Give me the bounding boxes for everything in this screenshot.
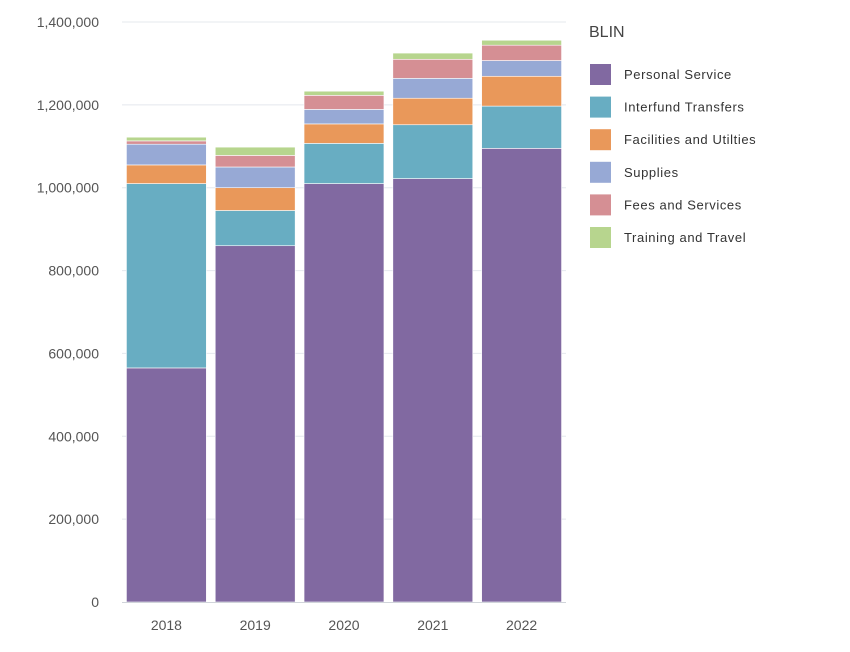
legend-label: Supplies: [624, 165, 679, 180]
bar-segment: [481, 148, 562, 603]
bar-segment: [303, 109, 385, 125]
y-tick-label: 200,000: [48, 511, 99, 527]
y-tick-label: 1,200,000: [37, 97, 99, 113]
bar-segment: [392, 178, 474, 603]
y-tick-label: 0: [91, 594, 99, 610]
bar-segment: [303, 143, 385, 184]
bar-segment: [214, 155, 296, 168]
bar-segment: [214, 187, 296, 211]
legend-swatch: [590, 64, 611, 85]
legend-swatch: [590, 194, 611, 216]
legend-label: Facilities and Utilties: [624, 132, 756, 147]
legend-swatch: [590, 161, 611, 183]
bar-segment: [392, 78, 474, 99]
y-tick-label: 1,400,000: [37, 14, 99, 30]
bar-segment: [481, 105, 562, 149]
bar-segment: [481, 60, 562, 77]
bar-segment: [126, 367, 207, 603]
bars: [126, 39, 562, 603]
bar-segment: [481, 39, 562, 46]
bar-segment: [303, 95, 385, 110]
legend-label: Training and Travel: [624, 230, 746, 245]
bar-segment: [392, 58, 474, 79]
bar-segment: [481, 75, 562, 107]
bar-segment: [214, 245, 296, 603]
bar-segment: [214, 146, 296, 156]
bar-segment: [126, 143, 207, 166]
bar-segment: [392, 124, 474, 179]
legend-label: Fees and Services: [624, 197, 742, 212]
x-tick-label: 2022: [506, 617, 537, 633]
bar-segment: [126, 140, 207, 145]
bar-segment: [214, 166, 296, 189]
legend-swatch: [590, 227, 611, 248]
bar-segment: [126, 136, 207, 142]
bar-segment: [392, 97, 474, 126]
legend-title: BLIN: [589, 24, 625, 41]
y-tick-label: 800,000: [48, 263, 99, 279]
legend: BLIN Personal Service Interfund Transfers…: [589, 24, 756, 248]
y-axis: 0 200,000 400,000 600,000 800,000 1,000,000 1,…: [37, 14, 100, 610]
bar-segment: [392, 52, 474, 60]
bar-segment: [303, 183, 385, 603]
bar-segment: [214, 210, 296, 247]
y-tick-label: 400,000: [48, 428, 99, 444]
y-tick-label: 600,000: [48, 345, 99, 361]
bar-segment: [303, 123, 385, 144]
bar-segment: [303, 90, 385, 96]
legend-label: Interfund Transfers: [624, 100, 745, 115]
legend-swatch: [590, 96, 611, 118]
x-tick-label: 2018: [151, 617, 182, 633]
legend-swatch: [590, 129, 611, 151]
x-tick-label: 2019: [240, 617, 271, 633]
x-tick-label: 2021: [417, 617, 448, 633]
bar-segment: [126, 164, 207, 184]
legend-label: Personal Service: [624, 67, 732, 82]
x-tick-label: 2020: [328, 617, 359, 633]
bar-segment: [481, 44, 562, 61]
bar-segment: [126, 183, 207, 369]
y-tick-label: 1,000,000: [37, 180, 99, 196]
x-axis: 2018 2019 2020 2021 2022: [122, 602, 566, 633]
